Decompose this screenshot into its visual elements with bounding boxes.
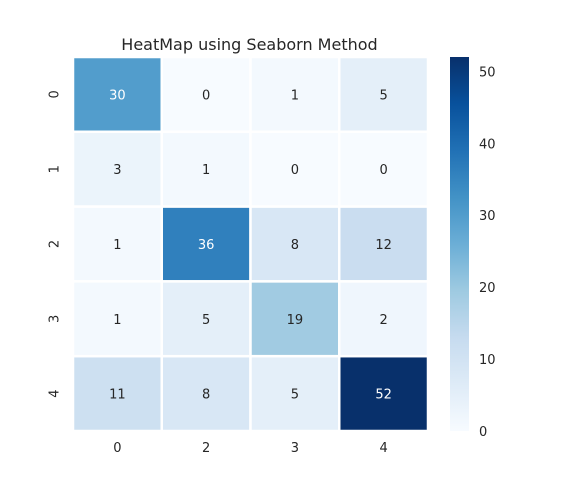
x-axis-ticks: 0 2 3 4: [113, 441, 388, 456]
cell-value-label-r3-c3: 2: [379, 313, 387, 328]
x-tick-label-3: 4: [379, 441, 387, 456]
cell-value-label-r4-c3: 52: [375, 388, 392, 403]
cell-value-label-r2-c2: 8: [291, 238, 299, 253]
colorbar-ticks: 0 10 20 30 40 50: [479, 65, 496, 440]
heatmap-cell-r4-c0: [71, 354, 163, 433]
y-tick-label-4: 4: [48, 389, 63, 397]
heatmap-cell-r1-c3: [338, 130, 430, 208]
cell-value-label-r4-c0: 11: [109, 388, 126, 403]
cell-value-label-r1-c3: 0: [379, 163, 387, 178]
colorbar-tick-label-0: 0: [479, 425, 487, 440]
colorbar: [450, 57, 469, 431]
cell-value-label-r3-c2: 19: [287, 313, 304, 328]
colorbar-tick-label-1: 10: [479, 353, 496, 368]
x-tick-label-1: 2: [202, 441, 210, 456]
y-tick-label-3: 3: [48, 315, 63, 323]
cell-value-label-r0-c1: 0: [202, 88, 210, 103]
cell-value-label-r3-c0: 1: [113, 313, 121, 328]
cell-value-label-r4-c1: 8: [202, 388, 210, 403]
cell-value-label-r1-c0: 3: [113, 163, 121, 178]
cell-value-label-r0-c2: 1: [291, 88, 299, 103]
cell-value-label-r2-c3: 12: [375, 238, 392, 253]
chart-title: HeatMap using Seaborn Method: [121, 35, 377, 54]
x-tick-label-0: 0: [113, 441, 121, 456]
cell-value-label-r1-c1: 1: [202, 163, 210, 178]
heatmap-cell-r2-c3: [338, 205, 430, 283]
heatmap-cell-r0-c3: [338, 55, 430, 134]
cell-value-label-r3-c1: 5: [202, 313, 210, 328]
y-tick-label-2: 2: [48, 240, 63, 248]
heatmap-cell-r0-c0: [71, 55, 163, 134]
y-axis-ticks: 0 1 2 3 4: [48, 90, 63, 397]
x-tick-label-2: 3: [291, 441, 299, 456]
heatmap-cell-r3-c3: [338, 280, 430, 358]
heatmap-cell-r4-c2: [249, 354, 341, 433]
heatmap-cell-r0-c1: [160, 55, 252, 134]
heatmap-cell-r3-c1: [160, 280, 252, 358]
cell-value-label-r1-c2: 0: [291, 163, 299, 178]
heatmap-cell-r1-c1: [160, 130, 252, 208]
colorbar-tick-label-5: 50: [479, 65, 496, 80]
cell-value-label-r0-c0: 30: [109, 88, 126, 103]
cell-value-label-r0-c3: 5: [379, 88, 387, 103]
heatmap-cell-r4-c3: [338, 354, 430, 433]
heatmap-cells: 30 0 1 5 3 1 0 0 1 36 8 12 1 5 19 2 11 8 5 52: [71, 55, 430, 433]
cell-value-label-r4-c2: 5: [291, 388, 299, 403]
y-tick-label-1: 1: [48, 165, 63, 173]
colorbar-tick-label-3: 30: [479, 209, 496, 224]
colorbar-tick-label-2: 20: [479, 281, 496, 296]
cell-value-label-r2-c1: 36: [198, 238, 215, 253]
colorbar-tick-label-4: 40: [479, 137, 496, 152]
cell-value-label-r2-c0: 1: [113, 238, 121, 253]
heatmap-cell-r2-c1: [160, 205, 252, 283]
y-tick-label-0: 0: [48, 90, 63, 98]
